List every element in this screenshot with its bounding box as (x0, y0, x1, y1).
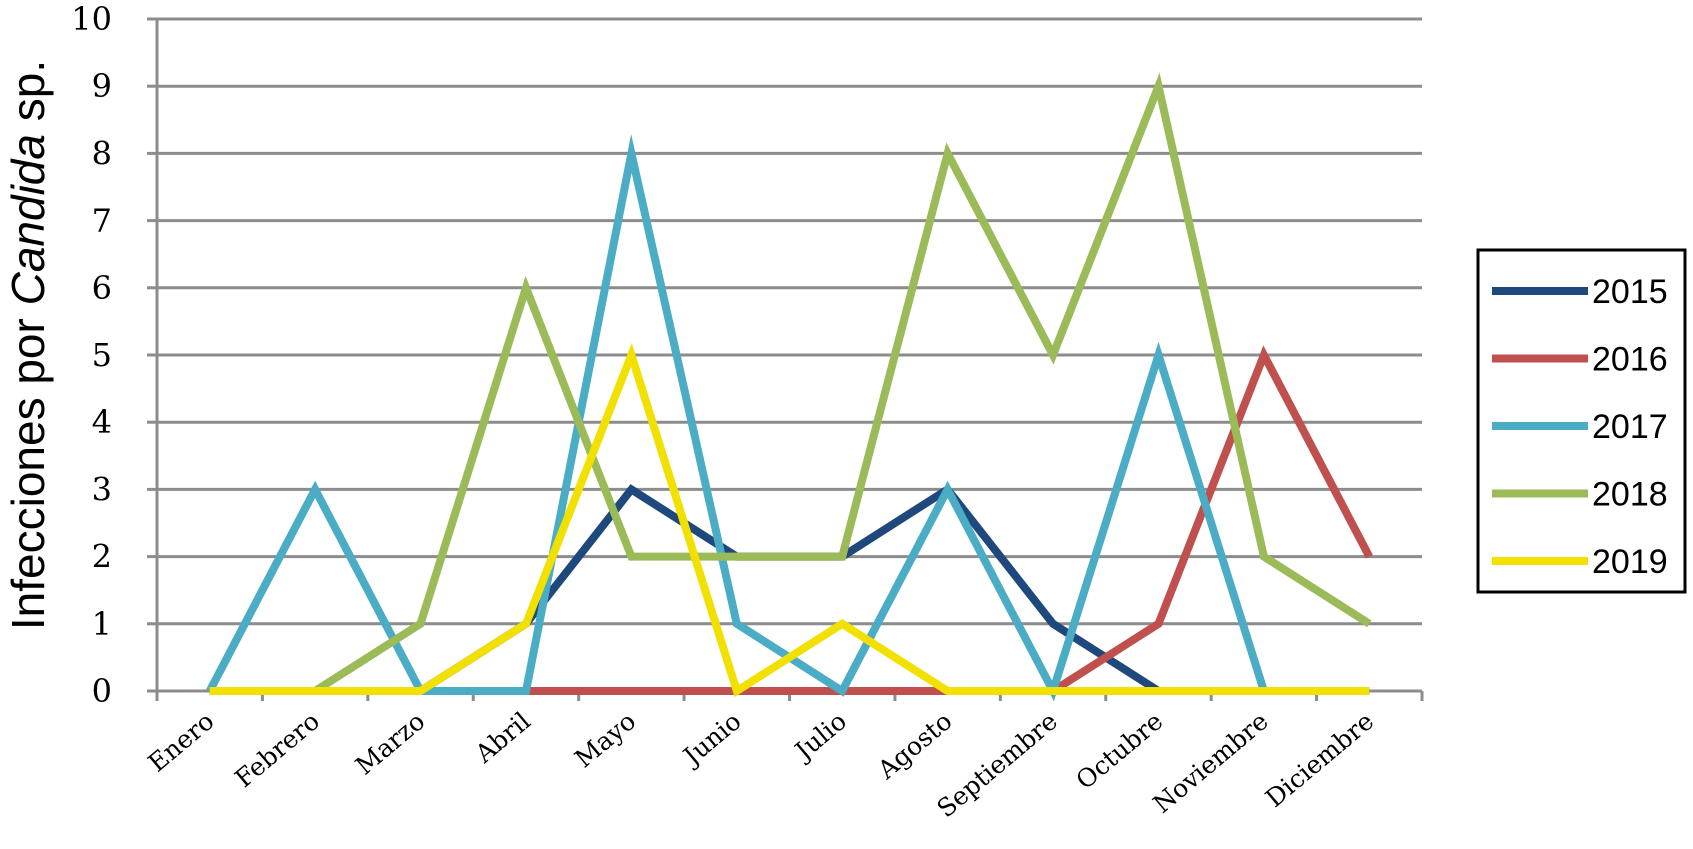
legend-box (1476, 248, 1687, 594)
x-tick-label-octubre: Octubre (1070, 706, 1168, 795)
y-axis-label-suffix: sp. (2, 60, 54, 134)
axes (147, 17, 1424, 701)
x-tick-label-febrero: Febrero (229, 706, 325, 793)
x-tick-label-marzo: Marzo (350, 706, 430, 780)
y-tick-label-9: 9 (92, 67, 112, 105)
y-axis-label-text: Infecciones por Candida sp. (2, 60, 54, 630)
y-tick-label-3: 3 (92, 470, 112, 508)
series-line-2016 (209, 345, 1373, 695)
x-tick-label-agosto: Agosto (871, 706, 957, 785)
y-tick-labels: 0 1 2 3 4 5 6 7 8 9 10 (71, 0, 112, 710)
y-tick-label-5: 5 (92, 336, 112, 374)
legend-label-2018: 2018 (1592, 476, 1668, 514)
y-tick-label-2: 2 (92, 538, 112, 576)
y-tick-label-8: 8 (92, 134, 112, 172)
y-axis-label: Infecciones por Candida sp. (2, 60, 54, 630)
y-axis-label-prefix: Infecciones por (2, 305, 54, 630)
y-tick-label-7: 7 (92, 202, 112, 240)
y-axis-label-italic: Candida (2, 134, 54, 305)
x-tick-label-noviembre: Noviembre (1148, 706, 1274, 818)
x-tick-label-junio: Junio (676, 706, 747, 772)
x-tick-label-julio: Julio (787, 706, 852, 767)
y-tick-label-0: 0 (92, 672, 112, 710)
x-tick-label-mayo: Mayo (569, 706, 641, 773)
x-tick-label-enero: Enero (143, 706, 220, 777)
legend-label-2017: 2017 (1592, 408, 1668, 446)
series-line-2018 (209, 72, 1372, 695)
legend-label-2019: 2019 (1592, 543, 1668, 581)
y-tick-label-4: 4 (92, 403, 112, 441)
legend-label-2015: 2015 (1592, 273, 1668, 311)
x-tick-label-diciembre: Diciembre (1260, 706, 1379, 813)
y-tick-label-6: 6 (92, 269, 112, 307)
gridlines (157, 17, 1422, 626)
y-tick-label-10: 10 (71, 0, 112, 38)
series-lines (206, 72, 1373, 702)
series-line-2019 (209, 342, 1370, 698)
y-tick-label-1: 1 (92, 605, 112, 643)
x-tick-labels: Enero Febrero Marzo Abril Mayo Junio Julio Agos… (143, 706, 1380, 823)
x-tick-label-abril: Abril (469, 706, 536, 769)
legend: 2015 2016 2017 2018 2019 (1476, 248, 1687, 594)
legend-label-2016: 2016 (1592, 341, 1668, 379)
